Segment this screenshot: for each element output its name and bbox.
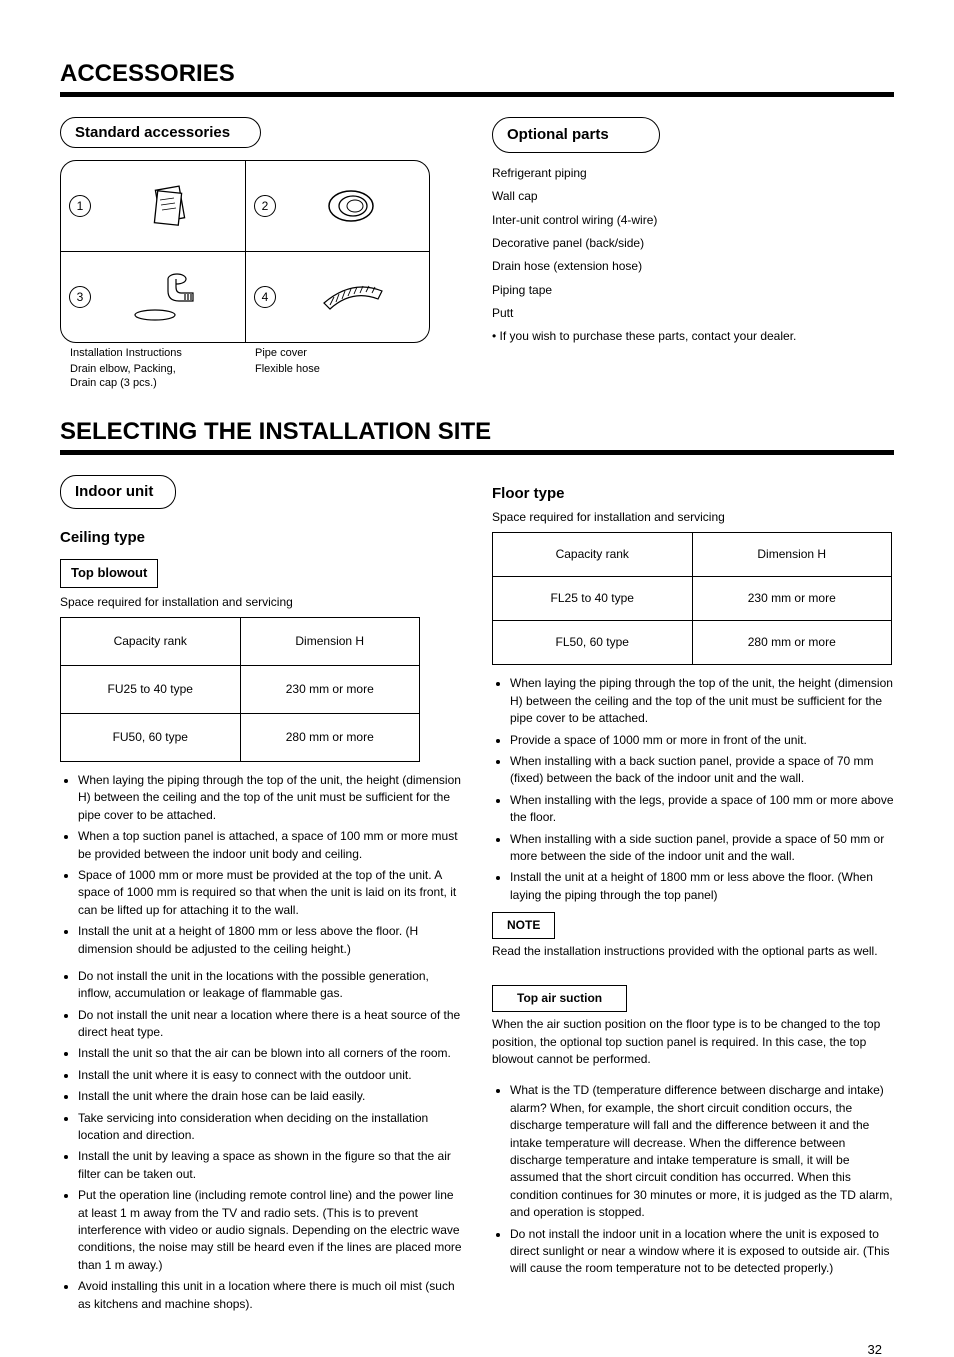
table-header: Capacity rank xyxy=(61,617,241,665)
ceiling-notes-list: When laying the piping through the top o… xyxy=(60,772,462,958)
selecting-left-col: Indoor unit Ceiling type Top blowout Spa… xyxy=(60,475,462,1317)
accessory-label: Pipe cover xyxy=(245,343,430,361)
document-icon xyxy=(99,180,237,232)
accessory-number: 1 xyxy=(69,195,91,217)
list-item: Install the unit where the drain hose ca… xyxy=(78,1088,462,1105)
optional-parts-pill: Optional parts xyxy=(492,117,660,153)
table-cell: 280 mm or more xyxy=(240,713,420,761)
floor-table: Capacity rank Dimension H FL25 to 40 typ… xyxy=(492,532,892,665)
optional-parts-note: • If you wish to purchase these parts, c… xyxy=(492,328,894,345)
note-text: Read the installation instructions provi… xyxy=(492,943,894,960)
selecting-columns: Indoor unit Ceiling type Top blowout Spa… xyxy=(60,475,894,1317)
page-number: 32 xyxy=(868,1342,882,1357)
list-item: Space of 1000 mm or more must be provide… xyxy=(78,867,462,919)
table-cell: 280 mm or more xyxy=(692,621,892,665)
accessory-number: 2 xyxy=(254,195,276,217)
optional-part: Decorative panel (back/side) xyxy=(492,235,894,252)
table-cell: FU50, 60 type xyxy=(61,713,241,761)
divider xyxy=(60,92,894,97)
list-item: Do not install the unit in the locations… xyxy=(78,968,462,1003)
accessory-cell: 2 xyxy=(245,161,429,251)
accessory-label: Installation Instructions xyxy=(60,343,245,361)
pipe-cover-icon xyxy=(284,181,421,231)
accessories-title: ACCESSORIES xyxy=(60,60,894,88)
accessory-cell: 3 xyxy=(61,252,245,342)
optional-part: Wall cap xyxy=(492,188,894,205)
table-cell: FL25 to 40 type xyxy=(493,577,693,621)
table-header: Dimension H xyxy=(240,617,420,665)
list-item: Put the operation line (including remote… xyxy=(78,1187,462,1274)
list-item: Install the unit at a height of 1800 mm … xyxy=(510,869,894,904)
optional-part: Piping tape xyxy=(492,282,894,299)
top-air-text: When the air suction position on the flo… xyxy=(492,1016,894,1068)
ceiling-table: Capacity rank Dimension H FU25 to 40 typ… xyxy=(60,617,420,762)
table-cell: 230 mm or more xyxy=(692,577,892,621)
divider xyxy=(60,450,894,455)
list-item: Provide a space of 1000 mm or more in fr… xyxy=(510,732,894,749)
list-item: When installing with the legs, provide a… xyxy=(510,792,894,827)
list-item: Install the unit where it is easy to con… xyxy=(78,1067,462,1084)
indoor-bullets-list-a: Do not install the unit in the locations… xyxy=(60,968,462,1313)
list-item: When installing with a back suction pane… xyxy=(510,753,894,788)
accessory-label: Drain elbow, Packing, Drain cap (3 pcs.) xyxy=(60,361,245,391)
indoor-unit-pill: Indoor unit xyxy=(60,475,176,509)
list-item: Install the unit at a height of 1800 mm … xyxy=(78,923,462,958)
table-cell: FL50, 60 type xyxy=(493,621,693,665)
accessory-labels-row: Drain elbow, Packing, Drain cap (3 pcs.)… xyxy=(60,361,430,391)
note-box: NOTE xyxy=(492,912,555,939)
top-blowout-box: Top blowout xyxy=(60,559,158,588)
optional-parts-col: Optional parts Refrigerant piping Wall c… xyxy=(492,117,894,390)
accessory-cell: 4 xyxy=(245,252,429,342)
optional-part: Putt xyxy=(492,305,894,322)
list-item: When installing with a side suction pane… xyxy=(510,831,894,866)
floor-type-heading: Floor type xyxy=(492,483,894,505)
accessory-number: 4 xyxy=(254,286,276,308)
accessories-grid: 1 xyxy=(60,160,430,343)
standard-accessories-pill: Standard accessories xyxy=(60,117,261,148)
list-item: When laying the piping through the top o… xyxy=(78,772,462,824)
list-item: When laying the piping through the top o… xyxy=(510,675,894,727)
list-item: Take servicing into consideration when d… xyxy=(78,1110,462,1145)
accessories-columns: Standard accessories 1 xyxy=(60,117,894,390)
table-cell: FU25 to 40 type xyxy=(61,665,241,713)
floor-space-text: Space required for installation and serv… xyxy=(492,509,894,526)
selecting-right-col: Floor type Space required for installati… xyxy=(492,475,894,1317)
list-item: Install the unit so that the air can be … xyxy=(78,1045,462,1062)
optional-part: Inter-unit control wiring (4-wire) xyxy=(492,212,894,229)
accessory-label: Flexible hose xyxy=(245,361,430,391)
floor-notes-list: When laying the piping through the top o… xyxy=(492,675,894,904)
selecting-title: SELECTING THE INSTALLATION SITE xyxy=(60,418,894,446)
accessory-number: 3 xyxy=(69,286,91,308)
list-item: What is the TD (temperature difference b… xyxy=(510,1082,894,1221)
standard-accessories-col: Standard accessories 1 xyxy=(60,117,462,390)
optional-part: Drain hose (extension hose) xyxy=(492,258,894,275)
table-cell: 230 mm or more xyxy=(240,665,420,713)
table-header: Dimension H xyxy=(692,533,892,577)
list-item: Do not install the unit near a location … xyxy=(78,1007,462,1042)
td-alarm-list: What is the TD (temperature difference b… xyxy=(492,1082,894,1277)
top-air-suction-box: Top air suction xyxy=(492,985,627,1012)
accessory-cell: 1 xyxy=(61,161,245,251)
list-item: Do not install the indoor unit in a loca… xyxy=(510,1226,894,1278)
ceiling-space-text: Space required for installation and serv… xyxy=(60,594,462,611)
ceiling-type-heading: Ceiling type xyxy=(60,527,462,549)
list-item: When a top suction panel is attached, a … xyxy=(78,828,462,863)
accessory-labels-row: Installation Instructions Pipe cover xyxy=(60,343,430,361)
page-content: ACCESSORIES Standard accessories 1 xyxy=(60,60,894,1317)
list-item: Avoid installing this unit in a location… xyxy=(78,1278,462,1313)
table-header: Capacity rank xyxy=(493,533,693,577)
flexible-hose-icon xyxy=(284,277,421,317)
list-item: Install the unit by leaving a space as s… xyxy=(78,1148,462,1183)
drain-elbow-icon xyxy=(99,267,237,327)
optional-part: Refrigerant piping xyxy=(492,165,894,182)
